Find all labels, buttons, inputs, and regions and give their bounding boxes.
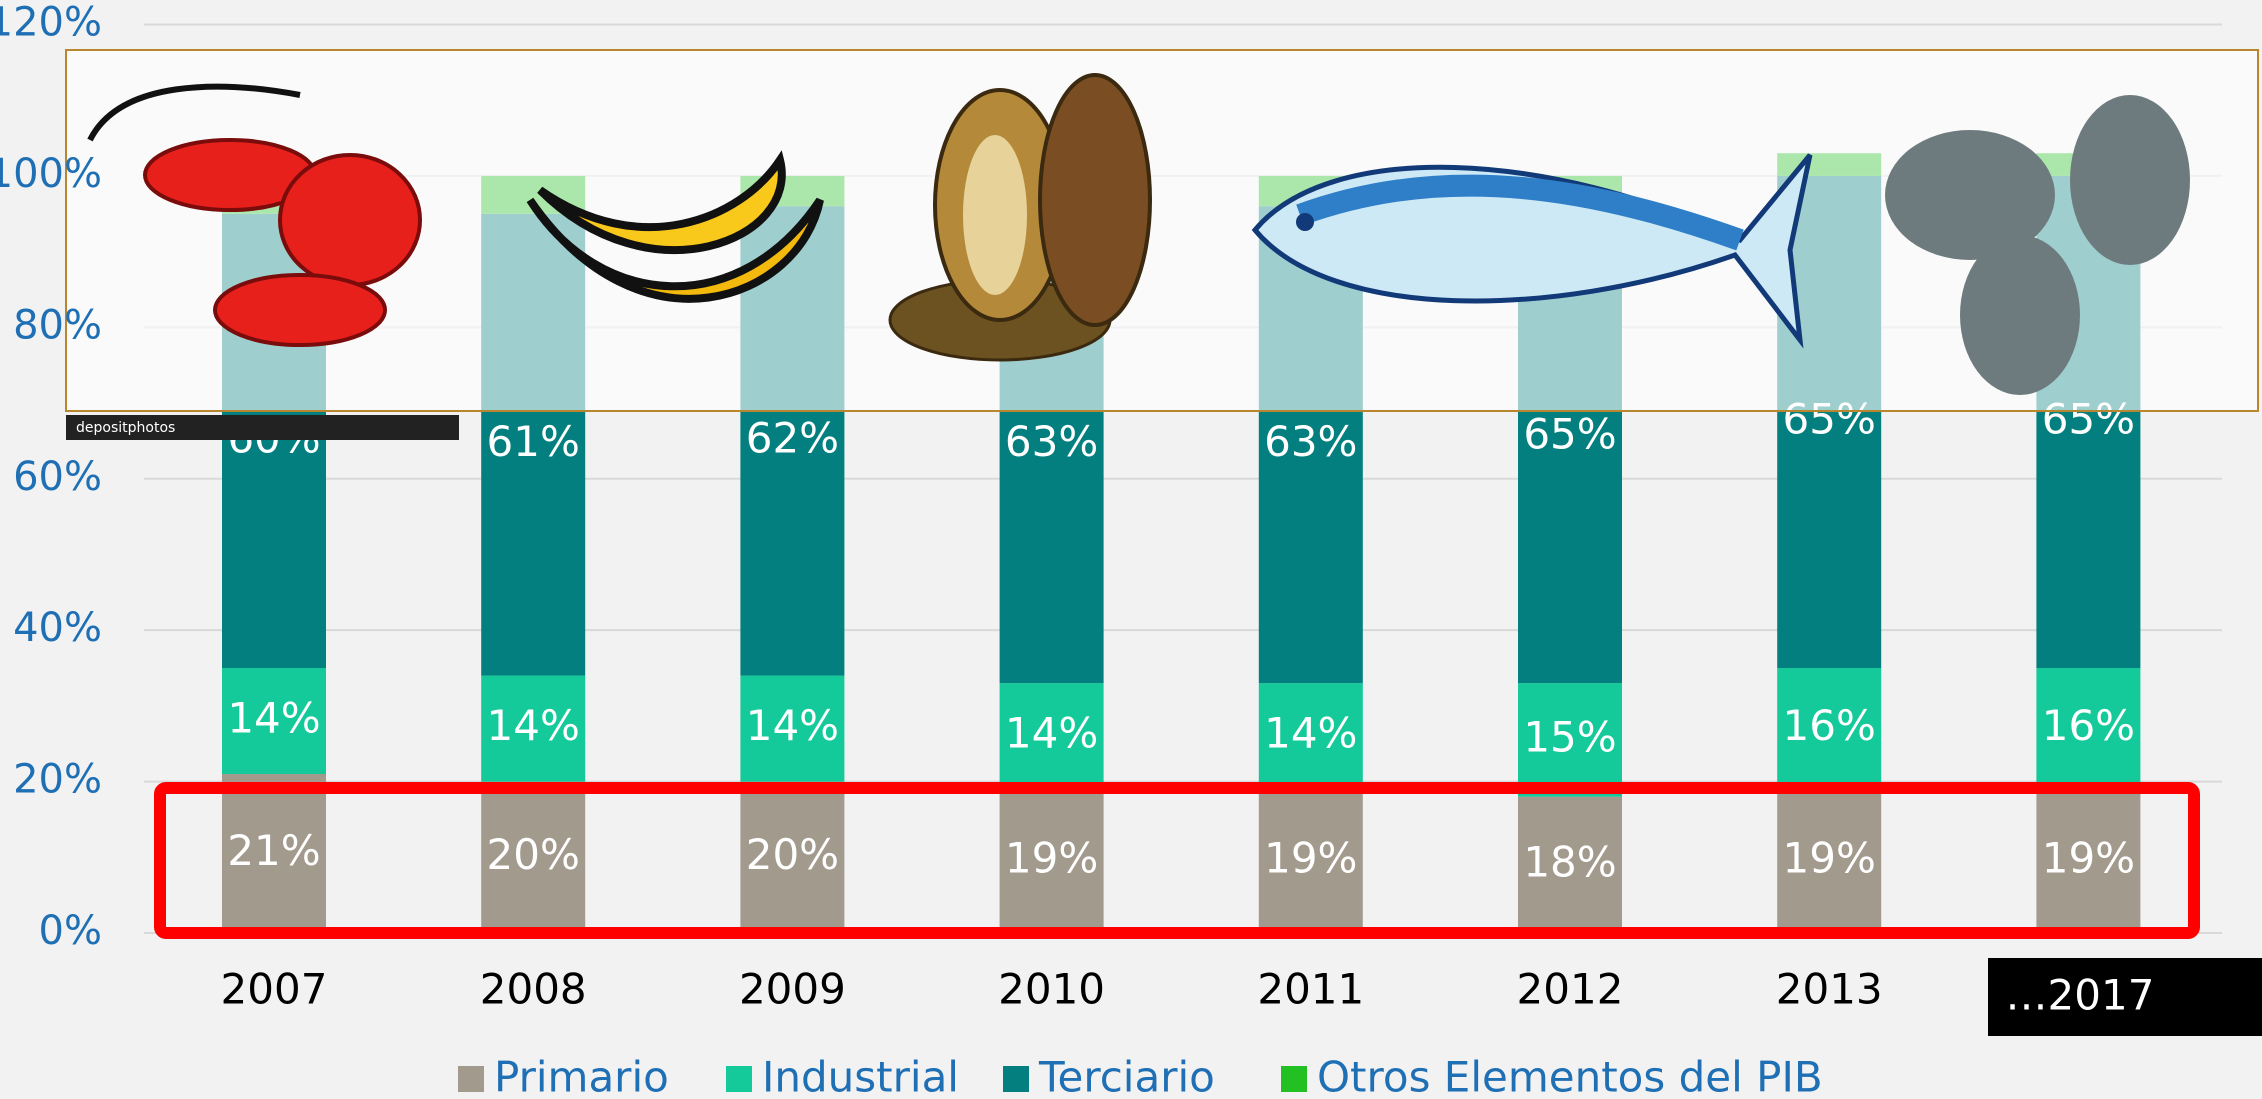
- data-label: 20%: [746, 830, 839, 879]
- data-label: 62%: [746, 413, 839, 462]
- x-tick-label: 2008: [480, 965, 587, 1014]
- data-label: 15%: [1523, 712, 1616, 761]
- data-label: 19%: [2042, 834, 2135, 883]
- overlay-panel: [65, 49, 2259, 412]
- y-tick-label: 60%: [13, 454, 102, 500]
- data-label: 20%: [487, 830, 580, 879]
- highlight-box: [154, 782, 2200, 939]
- y-tick-label: 0%: [39, 908, 102, 954]
- data-label: 16%: [1783, 701, 1876, 750]
- legend-label: Primario: [494, 1053, 669, 1099]
- data-label: 18%: [1523, 837, 1616, 886]
- bar-segment: [999, 789, 1104, 933]
- x-tick-label: 2009: [739, 965, 846, 1014]
- bar-segment: [1777, 789, 1882, 933]
- bar-segment: [222, 774, 326, 933]
- bar-segment: [1518, 796, 1622, 933]
- legend: Primario Industrial Terciario Otros Element…: [458, 1053, 1823, 1099]
- data-label: 16%: [2042, 701, 2135, 750]
- bar-segment: [2036, 668, 2141, 790]
- bar-segment: [1518, 683, 1622, 797]
- y-tick-label: 40%: [13, 605, 102, 651]
- legend-swatch: [1281, 1066, 1307, 1092]
- data-label: 14%: [487, 701, 580, 750]
- bar-segment: [481, 781, 586, 933]
- data-label: 61%: [487, 417, 580, 466]
- fish-icon: [1251, 153, 1813, 349]
- coffee-icon: [1885, 95, 2190, 395]
- bar-segment: [222, 668, 326, 775]
- legend-swatch: [726, 1066, 752, 1092]
- banana-icon: [526, 150, 824, 303]
- y-tick-label: 120%: [0, 0, 102, 46]
- x-tick-label: 2007: [221, 965, 328, 1014]
- legend-swatch: [1003, 1066, 1029, 1092]
- data-label: 14%: [227, 694, 320, 743]
- x-tick-label: …2017: [2006, 971, 2155, 1020]
- bar-segment: [2036, 789, 2141, 933]
- axes: 0% 20% 40% 60% 80% 100% 120% 2007 2008 2009 2010 20…: [0, 0, 2154, 1020]
- data-label: 19%: [1783, 834, 1876, 883]
- data-label: 65%: [1523, 410, 1616, 459]
- y-tick-label: 100%: [0, 151, 102, 197]
- bar-segment: [740, 675, 845, 782]
- bar-segment: [740, 781, 845, 933]
- x-tick-label: 2010: [998, 965, 1105, 1014]
- x-tick-label: 2013: [1776, 965, 1883, 1014]
- data-label: 19%: [1264, 834, 1357, 883]
- data-label: 14%: [1264, 709, 1357, 758]
- x-tick-label: 2011: [1257, 965, 1364, 1014]
- legend-label: Industrial: [762, 1053, 959, 1099]
- bar-segment: [481, 675, 586, 782]
- data-label: 14%: [746, 701, 839, 750]
- data-label: 21%: [227, 826, 320, 875]
- y-tick-label: 80%: [13, 302, 102, 348]
- y-tick-label: 20%: [13, 757, 102, 803]
- x-tick-label: 2012: [1517, 965, 1624, 1014]
- last-category-box: [1988, 958, 2262, 1036]
- bar-segment: [1258, 683, 1363, 790]
- cacao-icon: [888, 73, 1152, 362]
- bar-segment: [1258, 789, 1363, 933]
- data-label: 63%: [1264, 417, 1357, 466]
- legend-label: Terciario: [1038, 1053, 1215, 1099]
- bar-segment: [999, 683, 1104, 790]
- data-label: 63%: [1005, 417, 1098, 466]
- image-overlay: depositphotos: [65, 49, 2259, 939]
- legend-swatch: [458, 1066, 484, 1092]
- watermark-bar: [66, 415, 459, 440]
- data-label: 19%: [1005, 834, 1098, 883]
- bar-segment: [1777, 668, 1882, 790]
- legend-label: Otros Elementos del PIB: [1317, 1053, 1823, 1099]
- watermark: depositphotos: [76, 420, 175, 436]
- data-label: 14%: [1005, 709, 1098, 758]
- shrimp-icon: [87, 83, 422, 347]
